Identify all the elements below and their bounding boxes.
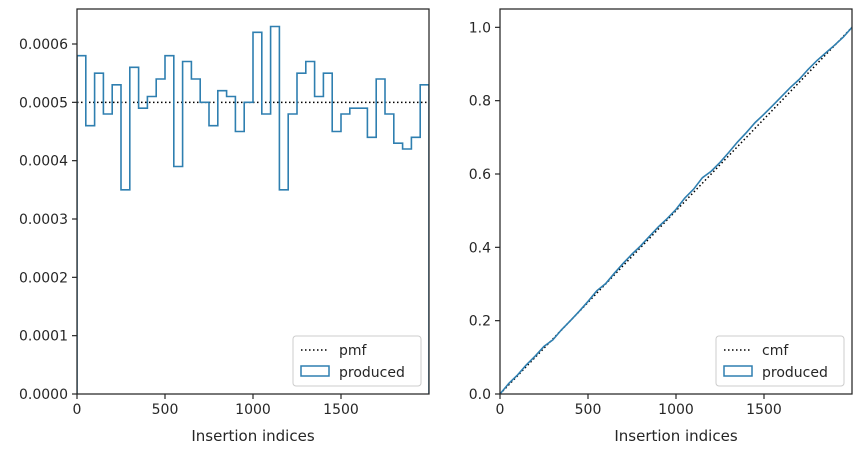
- x-tick-label: 500: [575, 402, 602, 418]
- x-tick-label: 1000: [658, 402, 694, 418]
- legend-box: [715, 335, 845, 387]
- x-tick-label: 0: [73, 402, 82, 418]
- y-tick-label: 0.0: [469, 387, 491, 403]
- x-axis-label: Insertion indices: [614, 427, 737, 445]
- x-tick-label: 500: [152, 402, 179, 418]
- y-tick-label: 1.0: [469, 20, 491, 36]
- y-tick-label: 0.0002: [19, 270, 68, 286]
- y-tick-label: 0.4: [469, 240, 491, 256]
- x-tick-label: 1500: [323, 402, 359, 418]
- legend-label-cmf: cmf: [762, 343, 789, 359]
- y-tick-label: 0.0000: [19, 387, 68, 403]
- y-tick-label: 0.0004: [19, 154, 68, 170]
- y-tick-label: 0.0003: [19, 212, 68, 228]
- legend: cmf produced: [715, 335, 845, 387]
- x-axis-label: Insertion indices: [191, 427, 314, 445]
- chart-2: 0 500 1000 1500 0.0 0.2 0.4 0.6 0.8 1.0 Insertion …: [469, 8, 853, 445]
- legend-box: [292, 335, 422, 387]
- y-tick-label: 0.2: [469, 314, 491, 330]
- series-produced: [500, 26, 852, 394]
- y-tick-label: 0.6: [469, 167, 491, 183]
- x-tick-label: 1500: [746, 402, 782, 418]
- y-tick-label: 0.0001: [19, 329, 68, 345]
- legend-label-produced: produced: [762, 365, 828, 381]
- x-tick-label: 1000: [235, 402, 271, 418]
- legend-label-pmf: pmf: [339, 343, 368, 359]
- legend: pmf produced: [292, 335, 422, 387]
- legend-swatch-produced: [723, 365, 753, 377]
- chart-1: 0 500 1000 1500 0.0000 0.0001 0.0002 0.0003 0.00…: [19, 8, 430, 445]
- legend-swatch-produced: [300, 365, 330, 377]
- y-tick-label: 0.0005: [19, 95, 68, 111]
- x-tick-label: 0: [496, 402, 505, 418]
- y-tick-label: 0.0006: [19, 37, 68, 53]
- legend-label-produced: produced: [339, 365, 405, 381]
- y-tick-label: 0.8: [469, 94, 491, 110]
- series-produced: [77, 25, 429, 394]
